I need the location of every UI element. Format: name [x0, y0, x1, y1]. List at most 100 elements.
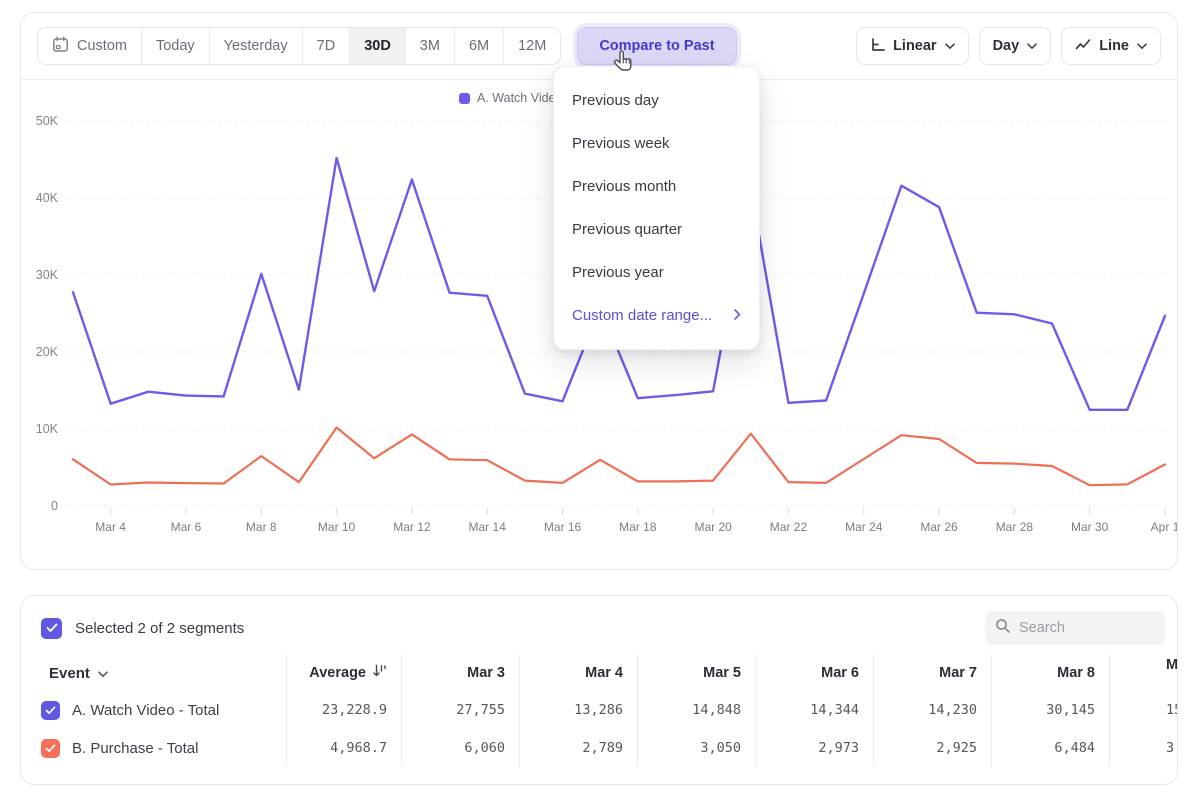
x-axis-label: Mar 6: [171, 520, 202, 534]
column-header-label: Mar 4: [585, 665, 623, 681]
column-header-mar-6: Mar 6: [755, 655, 873, 691]
x-axis-label: Apr 1: [1151, 520, 1177, 534]
event-label: A. Watch Video - Total: [72, 702, 219, 719]
compare-to-past-button[interactable]: Compare to Past: [577, 27, 736, 65]
menu-item-label: Previous quarter: [572, 221, 682, 238]
value-cell: 14,848: [637, 691, 755, 729]
column-header-mar-3: Mar 3: [401, 655, 519, 691]
scale-dropdown-button[interactable]: Linear: [856, 27, 969, 65]
date-range-group: Custom Today Yesterday 7D 30D 3M 6M 12M: [37, 27, 561, 65]
x-axis-label: Mar 4: [95, 520, 126, 534]
series-line-purchase: [73, 428, 1165, 486]
date-range-label: 7D: [317, 38, 336, 54]
row-checkbox[interactable]: [41, 701, 60, 720]
date-range-label: 6M: [469, 38, 489, 54]
table-header-row: Event Average Mar 3 Mar 4 Mar 5 Mar 6 Mar 7 Mar…: [21, 655, 1177, 691]
menu-item-custom-date-range[interactable]: Custom date range...: [554, 294, 759, 337]
date-range-3m[interactable]: 3M: [405, 28, 454, 64]
menu-item-previous-quarter[interactable]: Previous quarter: [554, 208, 759, 251]
event-cell: B. Purchase - Total: [21, 729, 286, 767]
value-cell: 27,755: [401, 691, 519, 729]
segments-table: Event Average Mar 3 Mar 4 Mar 5 Mar 6 Mar 7 Mar…: [21, 655, 1177, 767]
y-axis-label: 0: [51, 499, 58, 513]
value-cell: 4,968.7: [286, 729, 401, 767]
column-header-label: Mar 5: [703, 665, 741, 681]
menu-item-label: Previous year: [572, 264, 664, 281]
scale-label: Linear: [893, 38, 937, 54]
x-axis-label: Mar 26: [920, 520, 958, 534]
value-cell: 23,228.9: [286, 691, 401, 729]
menu-item-previous-month[interactable]: Previous month: [554, 165, 759, 208]
axis-scale-icon: [870, 37, 885, 56]
column-header-label: Mar 7: [939, 665, 977, 681]
chevron-down-icon: [98, 665, 108, 682]
compare-to-past-menu: Previous day Previous week Previous month P…: [553, 66, 760, 350]
menu-item-label: Previous week: [572, 135, 670, 152]
column-header-label: Mar 8: [1057, 665, 1095, 681]
segments-summary: Selected 2 of 2 segments: [75, 620, 244, 637]
event-cell: A. Watch Video - Total: [21, 691, 286, 729]
hand-pointer-cursor: [612, 49, 636, 81]
date-range-30d[interactable]: 30D: [349, 28, 405, 64]
x-axis-label: Mar 16: [544, 520, 582, 534]
menu-item-label: Previous day: [572, 92, 659, 109]
select-all-checkbox[interactable]: [41, 618, 62, 639]
x-axis-label: Mar 18: [619, 520, 657, 534]
column-header-label: Average: [309, 665, 366, 681]
search-icon: [995, 618, 1011, 639]
date-range-12m[interactable]: 12M: [503, 28, 560, 64]
chart-type-label: Line: [1099, 38, 1129, 54]
x-axis-label: Mar 12: [393, 520, 431, 534]
chart-type-dropdown-button[interactable]: Line: [1061, 27, 1161, 65]
date-range-custom[interactable]: Custom: [38, 28, 141, 64]
line-chart-icon: [1075, 38, 1091, 55]
interval-dropdown-button[interactable]: Day: [979, 27, 1052, 65]
x-axis-label: Mar 30: [1071, 520, 1109, 534]
chart-controls: Linear Day Line: [856, 27, 1161, 65]
chevron-down-icon: [1137, 38, 1147, 54]
value-cell: 6,060: [401, 729, 519, 767]
value-cell: 2,789: [519, 729, 637, 767]
menu-item-previous-week[interactable]: Previous week: [554, 122, 759, 165]
x-axis-label: Mar 14: [469, 520, 507, 534]
date-range-label: 12M: [518, 38, 546, 54]
y-axis-label: 50K: [36, 114, 59, 128]
chevron-right-icon: [734, 307, 741, 324]
column-header-mar-7: Mar 7: [873, 655, 991, 691]
chevron-down-icon: [945, 38, 955, 54]
y-axis-label: 40K: [36, 191, 59, 205]
menu-item-label: Custom date range...: [572, 307, 712, 324]
table-row: A. Watch Video - Total23,228.927,75513,2…: [21, 691, 1177, 729]
date-range-label: 3M: [420, 38, 440, 54]
menu-item-label: Previous month: [572, 178, 676, 195]
menu-item-previous-day[interactable]: Previous day: [554, 79, 759, 122]
segments-card: Selected 2 of 2 segments Event Average Mar…: [20, 595, 1178, 785]
x-axis-label: Mar 22: [770, 520, 808, 534]
event-column-header[interactable]: Event: [21, 665, 286, 682]
date-range-6m[interactable]: 6M: [454, 28, 503, 64]
x-axis-label: Mar 24: [845, 520, 883, 534]
menu-item-previous-year[interactable]: Previous year: [554, 251, 759, 294]
segments-header: Selected 2 of 2 segments: [21, 596, 1177, 651]
y-axis-label: 20K: [36, 345, 59, 359]
sort-descending-icon: [372, 664, 387, 682]
date-range-yesterday[interactable]: Yesterday: [209, 28, 302, 64]
column-header-mar-5: Mar 5: [637, 655, 755, 691]
value-cell: 14,344: [755, 691, 873, 729]
x-axis-label: Mar 10: [318, 520, 356, 534]
date-range-7d[interactable]: 7D: [302, 28, 350, 64]
search-input[interactable]: [1019, 620, 1155, 636]
analytics-dashboard: { "toolbar": { "date_ranges": ["Custom",…: [0, 0, 1200, 802]
column-header-label: Mar 6: [821, 665, 859, 681]
value-cell: 30,145: [991, 691, 1109, 729]
date-range-today[interactable]: Today: [141, 28, 209, 64]
row-checkbox[interactable]: [41, 739, 60, 758]
date-range-label: Today: [156, 38, 195, 54]
legend-swatch-watch-video: [459, 93, 470, 104]
interval-label: Day: [993, 38, 1020, 54]
value-cell: 14,230: [873, 691, 991, 729]
event-label: B. Purchase - Total: [72, 740, 198, 757]
column-header-average[interactable]: Average: [286, 655, 401, 691]
date-range-label: Custom: [77, 38, 127, 54]
x-axis-label: Mar 20: [694, 520, 732, 534]
